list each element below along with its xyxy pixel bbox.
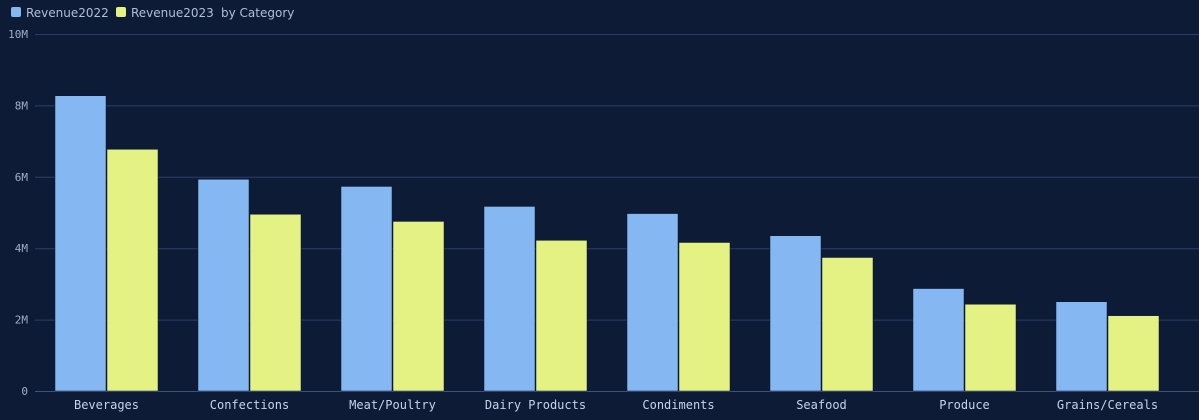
bar-revenue2023-produce bbox=[964, 303, 1017, 392]
y-tick-label: 2M bbox=[15, 314, 29, 327]
legend-suffix: by Category bbox=[221, 6, 294, 20]
x-tick-label: Confections bbox=[210, 398, 289, 412]
bar-revenue2022-meat-poultry bbox=[340, 186, 393, 392]
y-tick-label: 10M bbox=[8, 28, 28, 41]
bar-revenue2022-produce bbox=[912, 288, 965, 392]
y-tick-label: 8M bbox=[15, 99, 29, 112]
x-tick-label: Meat/Poultry bbox=[349, 398, 436, 412]
bar-layer bbox=[54, 95, 1160, 392]
bar-revenue2023-grains-cereals bbox=[1107, 315, 1160, 392]
bar-revenue2022-confections bbox=[197, 179, 250, 392]
x-tick-label: Condiments bbox=[642, 398, 714, 412]
legend-swatch-revenue2023 bbox=[116, 7, 126, 17]
bar-revenue2023-beverages bbox=[106, 149, 159, 392]
bar-revenue2022-dairy-products bbox=[483, 206, 536, 392]
bar-revenue2023-condiments bbox=[678, 242, 731, 392]
x-tick-label: Beverages bbox=[74, 398, 139, 412]
x-tick-label: Dairy Products bbox=[485, 398, 586, 412]
axis-layer: 0 2M 4M 6M 8M 10M Beverages Confections Meat/Pou… bbox=[8, 28, 1158, 412]
bar-revenue2022-grains-cereals bbox=[1055, 301, 1108, 392]
legend-label-revenue2023: Revenue2023 bbox=[131, 6, 214, 20]
legend: Revenue2022 Revenue2023 by Category bbox=[11, 6, 294, 20]
x-tick-label: Grains/Cereals bbox=[1057, 398, 1158, 412]
y-tick-label: 4M bbox=[15, 242, 29, 255]
y-tick-label: 6M bbox=[15, 171, 29, 184]
y-tick-label: 0 bbox=[21, 385, 28, 398]
bar-revenue2023-dairy-products bbox=[535, 240, 588, 392]
bar-revenue2022-condiments bbox=[626, 213, 679, 392]
legend-swatch-revenue2022 bbox=[11, 7, 21, 17]
bar-revenue2023-confections bbox=[249, 214, 302, 392]
legend-label-revenue2022: Revenue2022 bbox=[26, 6, 109, 20]
x-tick-label: Seafood bbox=[796, 398, 847, 412]
bar-revenue2023-meat-poultry bbox=[392, 221, 445, 392]
bar-revenue2023-seafood bbox=[821, 257, 874, 392]
bar-revenue2022-seafood bbox=[769, 235, 822, 392]
bar-revenue2022-beverages bbox=[54, 95, 107, 392]
x-tick-label: Produce bbox=[939, 398, 990, 412]
